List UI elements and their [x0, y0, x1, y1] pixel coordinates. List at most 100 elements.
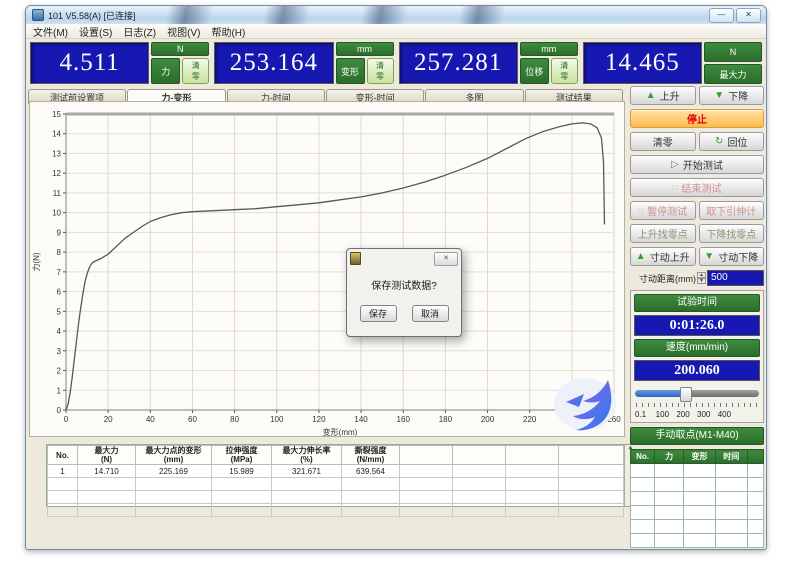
maxforce-label: 最大力 — [704, 64, 762, 84]
svg-text:140: 140 — [354, 415, 368, 424]
tab-测试结果[interactable]: 测试结果 — [524, 89, 623, 104]
manual-row — [629, 463, 765, 478]
app-icon — [32, 9, 44, 21]
results-table-wrap: No. 最大力 (N) 最大力点的变形 (mm) 拉伸强度 (MPa) 最大力伸长率 (%) 撕裂… — [46, 444, 636, 518]
svg-text:0: 0 — [64, 415, 69, 424]
tab-力-时间[interactable]: 力-时间 — [226, 89, 325, 104]
return-button[interactable]: ↻ 回位 — [698, 132, 764, 151]
pause-test-button[interactable]: □ 暂停测试 — [630, 201, 696, 220]
results-col-最大力: 最大力 (N) — [77, 444, 136, 466]
down-button[interactable]: ▼ 下降 — [698, 86, 764, 105]
manual-col-变形: 变形 — [683, 449, 716, 464]
start-test-button[interactable]: ▷ 开始测试 — [630, 155, 764, 174]
chart-panel: 0204060801001201401601802002202402600123… — [29, 101, 625, 437]
app-window: 101 V5.58(A) [已连接] — ✕ 文件(M) 设置(S) 日志(Z) 视图… — [25, 5, 767, 550]
table-row[interactable] — [47, 503, 624, 518]
stepper-up-icon[interactable]: ▲ — [697, 272, 706, 278]
results-col-empty — [452, 444, 506, 466]
slider-thumb[interactable] — [679, 387, 692, 402]
manual-col-No.: No. — [629, 449, 656, 464]
speed-label: 速度(mm/min) — [634, 339, 760, 357]
tab-力-变形[interactable]: 力-变形 — [127, 89, 226, 104]
manual-row — [629, 491, 765, 506]
maxforce-display-group: 14.465 N 最大力 — [582, 42, 762, 84]
results-table: No. 最大力 (N) 最大力点的变形 (mm) 拉伸强度 (MPa) 最大力伸长率 (%) 撕裂… — [47, 444, 624, 518]
speed-slider[interactable] — [635, 387, 759, 402]
table-row[interactable] — [47, 477, 624, 492]
minimize-button[interactable]: — — [709, 8, 734, 23]
tab-测试前设置项[interactable]: 测试前设置项 — [28, 89, 127, 104]
maxforce-unit: N — [704, 42, 762, 62]
svg-text:120: 120 — [312, 415, 326, 424]
force-zero-button[interactable]: 清零 — [182, 58, 210, 84]
table-row[interactable]: 1 14.710 225.169 15.989 321.671 639.564 — [47, 464, 624, 479]
results-col-No.: No. — [47, 444, 78, 466]
dialog-icon — [350, 252, 361, 265]
titlebar-glass — [116, 6, 536, 24]
svg-text:3: 3 — [57, 347, 62, 356]
svg-text:60: 60 — [188, 415, 197, 424]
svg-text:220: 220 — [523, 415, 537, 424]
svg-text:6: 6 — [57, 288, 62, 297]
jog-up-button[interactable]: ▲ 寸动上升 — [630, 247, 696, 266]
square-icon: □ — [672, 183, 678, 192]
results-col-最大力点的变形: 最大力点的变形 (mm) — [135, 444, 212, 466]
slider-track-filled — [635, 390, 685, 397]
position-label: 位移 — [519, 58, 549, 84]
window-title: 101 V5.58(A) [已连接] — [48, 10, 136, 21]
jog-down-arrow-icon: ▼ — [704, 250, 715, 262]
end-test-button[interactable]: □ 结束测试 — [630, 178, 764, 197]
jog-up-arrow-icon: ▲ — [635, 250, 646, 262]
svg-text:20: 20 — [104, 415, 113, 424]
manual-points-table: No. 力变形 时间 — [629, 449, 765, 548]
menu-item-2[interactable]: 日志(Z) — [123, 27, 157, 39]
svg-text:15: 15 — [52, 110, 61, 119]
test-time-label: 试验时间 — [634, 294, 760, 312]
dialog-close-button[interactable]: ✕ — [434, 251, 458, 266]
results-col-empty — [399, 444, 453, 466]
bird-logo — [554, 378, 616, 431]
svg-text:8: 8 — [57, 248, 62, 257]
tab-多图[interactable]: 多图 — [425, 89, 524, 104]
remove-extensometer-button[interactable]: 取下引伸计 — [698, 201, 764, 220]
zero-button[interactable]: 清零 — [630, 132, 696, 151]
jog-distance-stepper[interactable]: ▲ ▼ — [697, 272, 706, 284]
menu-item-4[interactable]: 帮助(H) — [211, 27, 246, 39]
save-dialog: ✕ 保存测试数据? 保存 取消 — [346, 248, 462, 337]
svg-text:11: 11 — [53, 189, 62, 198]
jog-distance-input[interactable]: 500 — [707, 270, 764, 286]
down-find-zero-button[interactable]: 下降找零点 — [698, 224, 764, 243]
jog-down-button[interactable]: ▼ 寸动下降 — [698, 247, 764, 266]
position-unit: mm — [519, 42, 578, 56]
menu-item-1[interactable]: 设置(S) — [79, 27, 113, 39]
svg-text:变形(mm): 变形(mm) — [323, 427, 358, 436]
manual-row — [629, 533, 765, 548]
up-find-zero-button[interactable]: 上升找零点 — [630, 224, 696, 243]
svg-text:9: 9 — [57, 228, 62, 237]
position-display-group: 257.281 mm 位移 清零 — [398, 42, 578, 84]
title-bar: 101 V5.58(A) [已连接] — ✕ — [26, 6, 766, 24]
svg-text:12: 12 — [52, 169, 61, 178]
menu-item-3[interactable]: 视图(V) — [167, 27, 201, 39]
manual-col-时间: 时间 — [714, 449, 748, 464]
svg-text:10: 10 — [52, 209, 61, 218]
results-col-empty — [505, 444, 559, 466]
tab-变形-时间[interactable]: 变形-时间 — [325, 89, 425, 104]
cancel-button[interactable]: 取消 — [411, 305, 449, 322]
close-button[interactable]: ✕ — [736, 8, 761, 23]
test-time-value: 0:01:26.0 — [634, 315, 760, 336]
menu-item-0[interactable]: 文件(M) — [33, 27, 68, 39]
stop-button[interactable]: 停止 — [630, 109, 764, 128]
table-row[interactable] — [47, 490, 624, 505]
up-button[interactable]: ▲ 上升 — [630, 86, 696, 105]
position-zero-button[interactable]: 清零 — [550, 58, 578, 84]
svg-text:200: 200 — [481, 415, 495, 424]
stepper-down-icon[interactable]: ▼ — [697, 278, 706, 284]
results-col-撕裂强度: 撕裂强度 (N/mm) — [341, 444, 400, 466]
results-col-最大力伸长率: 最大力伸长率 (%) — [271, 444, 342, 466]
deform-zero-button[interactable]: 清零 — [366, 58, 394, 84]
save-button[interactable]: 保存 — [359, 305, 397, 322]
force-label: 力 — [151, 58, 181, 84]
play-icon: ▷ — [671, 159, 679, 170]
svg-text:13: 13 — [52, 149, 61, 158]
